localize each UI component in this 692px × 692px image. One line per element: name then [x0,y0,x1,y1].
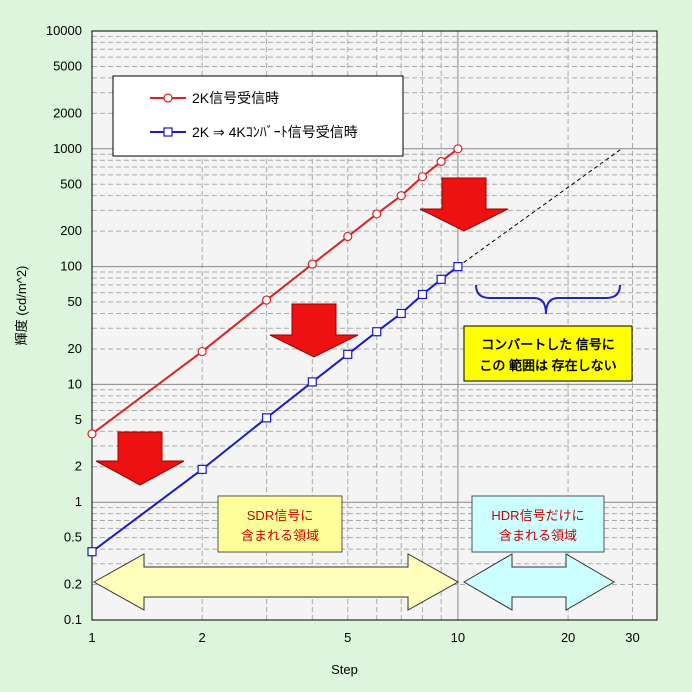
sdr-region-label: SDR信号に 含まれる領域 [217,495,343,553]
data-point [372,209,382,219]
range-brace [475,284,621,315]
sdr-label-line-2: 含まれる領域 [241,528,319,543]
hdr-label-box [471,495,605,553]
x-tick-label: 5 [344,630,351,645]
legend-label-2k: 2K信号受信時 [192,90,279,106]
data-point [307,377,317,387]
x-axis-title: Step [331,662,358,677]
y-tick-label: 5 [75,412,82,427]
y-tick-label: 0.1 [64,612,82,627]
x-tick-label: 1 [88,630,95,645]
sdr-label-box [217,495,343,553]
conversion-note: コンバートした 信号に この 範囲は 存在しない [463,325,633,382]
plot-border [91,30,658,621]
x-tick-labels: 1 2 5 10 20 30 [88,630,639,645]
data-point [396,191,406,201]
hdr-label-line-2: 含まれる領域 [499,528,577,543]
note-line-2: この 範囲は 存在しない [479,358,616,373]
dashed-extension-line [457,148,622,268]
sdr-label-line-1: SDR信号に [247,508,313,523]
y-tick-label: 50 [68,294,82,309]
data-point [417,172,428,182]
legend: 2K信号受信時 2K ⇒ 4Kｺﾝﾊﾞｰﾄ信号受信時 [112,75,404,157]
data-point [307,259,317,269]
x-tick-label: 10 [451,630,465,645]
data-point [87,547,97,557]
y-tick-label: 1 [75,494,82,509]
legend-marker-square [163,127,173,137]
y-tick-label: 1000 [53,141,82,156]
data-point [453,144,463,154]
data-point [453,262,463,272]
legend-marker-circle [163,93,173,103]
hdr-label-line-1: HDR信号だけに [491,508,584,523]
y-tick-label: 200 [60,223,82,238]
note-line-1: コンバートした 信号に [481,337,615,352]
data-point [396,308,406,319]
y-tick-label: 10000 [46,23,82,38]
data-point [197,464,207,474]
sdr-range-arrow [92,553,460,611]
data-point [87,429,97,439]
y-tick-label: 100 [60,259,82,274]
data-point [436,156,446,167]
y-tick-labels: 0.1 0.2 0.5 1 2 5 10 20 50 100 200 500 1000 2000 5000 1… [46,23,82,627]
data-point [261,413,272,423]
y-axis-title: 輝度 (cd/m^2) [14,266,29,346]
legend-box [112,75,404,157]
y-tick-label: 0.2 [64,577,82,592]
hdr-region-label: HDR信号だけに 含まれる領域 [471,495,605,553]
y-tick-label: 500 [60,176,82,191]
data-point [343,349,353,359]
data-point [261,295,272,305]
down-arrow [269,303,359,358]
data-point [417,289,428,300]
data-point [372,327,382,337]
x-tick-label: 20 [561,630,575,645]
y-tick-label: 2 [75,459,82,474]
down-arrow [419,177,509,232]
x-tick-label: 30 [625,630,639,645]
y-tick-label: 20 [68,341,82,356]
data-point [436,274,446,284]
y-tick-label: 0.5 [64,530,82,545]
x-tick-label: 2 [199,630,206,645]
y-tick-label: 2000 [53,105,82,120]
series-line [91,265,459,553]
y-tick-label: 5000 [53,58,82,73]
note-box [463,325,633,382]
down-arrow [95,431,185,486]
legend-label-4k: 2K ⇒ 4Kｺﾝﾊﾞｰﾄ信号受信時 [192,124,358,140]
data-point [197,346,207,357]
hdr-range-arrow [463,553,615,611]
series-layer [87,144,463,557]
series-line [91,148,459,435]
y-tick-label: 10 [68,376,82,391]
data-point [343,231,353,242]
